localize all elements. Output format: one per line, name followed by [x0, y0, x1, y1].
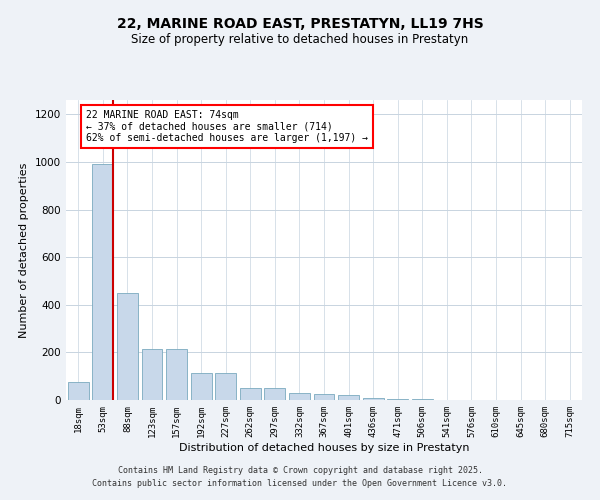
Text: Contains HM Land Registry data © Crown copyright and database right 2025.
Contai: Contains HM Land Registry data © Crown c…	[92, 466, 508, 487]
Bar	[289, 393, 310, 400]
Bar	[117, 293, 138, 400]
Bar	[191, 372, 212, 400]
Text: 22, MARINE ROAD EAST, PRESTATYN, LL19 7HS: 22, MARINE ROAD EAST, PRESTATYN, LL19 7H…	[116, 18, 484, 32]
Bar	[92, 164, 113, 400]
Text: Size of property relative to detached houses in Prestatyn: Size of property relative to detached ho…	[131, 32, 469, 46]
Bar	[240, 388, 261, 400]
Bar	[314, 394, 334, 400]
X-axis label: Distribution of detached houses by size in Prestatyn: Distribution of detached houses by size …	[179, 442, 469, 452]
Bar	[68, 382, 89, 400]
Bar	[387, 399, 408, 400]
Bar	[338, 395, 359, 400]
Bar	[362, 398, 383, 400]
Bar	[265, 388, 286, 400]
Text: 22 MARINE ROAD EAST: 74sqm
← 37% of detached houses are smaller (714)
62% of sem: 22 MARINE ROAD EAST: 74sqm ← 37% of deta…	[86, 110, 368, 142]
Y-axis label: Number of detached properties: Number of detached properties	[19, 162, 29, 338]
Bar	[166, 349, 187, 400]
Bar	[142, 349, 163, 400]
Bar	[215, 372, 236, 400]
